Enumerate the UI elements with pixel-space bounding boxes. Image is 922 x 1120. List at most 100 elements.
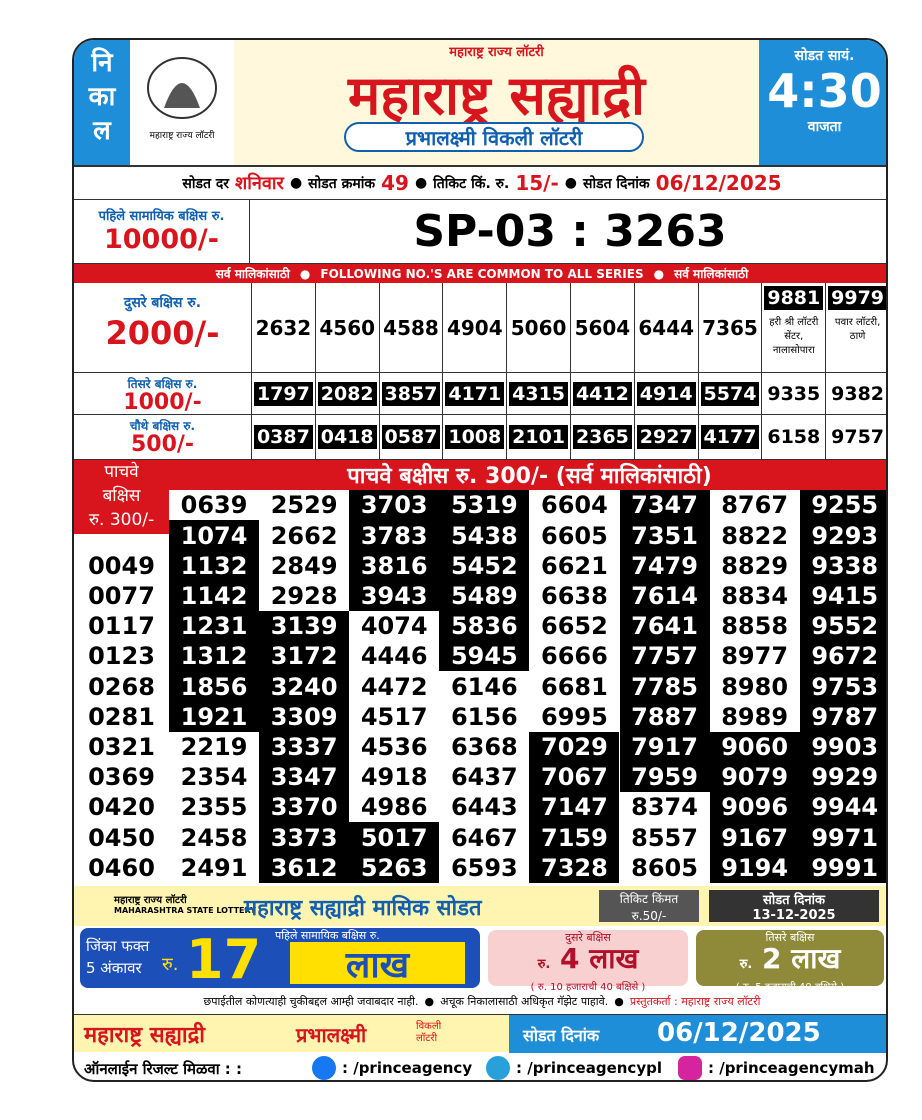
fifth-number: 0639 xyxy=(169,490,260,521)
fifth-number: 9929 xyxy=(799,761,886,793)
fifth-number: 8374 xyxy=(619,792,710,823)
fifth-number: 6368 xyxy=(439,731,530,763)
number-cell: 9881 हरी श्री लॉटरी सेंटर, नालासोपारा xyxy=(762,283,827,373)
number-cell: 0418 xyxy=(315,415,380,460)
fifth-number: 6604 xyxy=(529,490,620,521)
time-label: सोडत सायं. xyxy=(794,48,855,64)
amount: 17 xyxy=(186,928,262,991)
fifth-number: 9753 xyxy=(799,671,886,702)
number: 0587 xyxy=(381,425,441,449)
fifth-number: 0117 xyxy=(74,610,169,642)
fifth-number: 0049 xyxy=(74,550,169,582)
fifth-number: 9079 xyxy=(709,761,800,793)
label: 5 अंकावर xyxy=(86,959,142,977)
fifth-number: 6681 xyxy=(529,671,620,702)
label: सोडत दर xyxy=(182,175,229,192)
fifth-number: 2662 xyxy=(259,520,350,551)
fifth-number: 9787 xyxy=(799,701,886,733)
fifth-number: 5836 xyxy=(439,610,530,642)
monthly-title: महाराष्ट्र सह्याद्री मासिक सोडत xyxy=(244,896,482,921)
fifth-number: 7351 xyxy=(619,520,710,551)
ticket-card: नि का ल महाराष्ट्र राज्य लॉटरी महाराष्ट्र … xyxy=(72,38,888,1082)
note: पवार लॉटरी, ठाणे xyxy=(834,317,881,342)
fifth-number: 7328 xyxy=(529,852,620,884)
number-cell: 6444 xyxy=(634,283,699,373)
fifth-number: 8980 xyxy=(709,671,800,702)
fifth-number: 2219 xyxy=(169,731,260,763)
fifth-number: 0420 xyxy=(74,792,169,823)
fifth-number: 7614 xyxy=(619,580,710,612)
fifth-number: 4536 xyxy=(349,731,440,763)
number-cell: 9335 xyxy=(762,373,827,415)
number: 4177 xyxy=(700,425,760,449)
fifth-number: 8767 xyxy=(709,490,800,521)
text: छपाईतील कोणत्याही चुकीबद्दल आम्ही जवाबदा… xyxy=(203,994,419,1008)
facebook[interactable]: : /princeagency xyxy=(342,1059,473,1077)
fifth-number: 6443 xyxy=(439,792,530,823)
number: 4914 xyxy=(636,381,696,406)
number: 2101 xyxy=(509,425,569,449)
currency: रु. xyxy=(162,954,179,975)
prize-label: चौथे बक्षिस रु. 500/- xyxy=(74,415,252,460)
label: पहिले सामायिक बक्षिस रु. xyxy=(98,209,225,224)
fifth-number: 3370 xyxy=(259,792,350,823)
number: 4904 xyxy=(446,315,503,340)
number: 1797 xyxy=(253,381,313,406)
fifth-number: 4517 xyxy=(349,701,440,733)
fifth-number: 3783 xyxy=(349,520,440,551)
fifth-number: 7917 xyxy=(619,731,710,763)
fifth-number: 2491 xyxy=(169,852,260,884)
number: 6158 xyxy=(767,426,821,448)
label: सोडत दिनांक xyxy=(523,1026,600,1045)
number: 9757 xyxy=(831,426,885,448)
number: 0387 xyxy=(253,425,313,449)
fifth-number: 1231 xyxy=(169,610,260,642)
fifth-number: 9672 xyxy=(799,641,886,672)
fifth-number: 0268 xyxy=(74,671,169,702)
unit: लाख xyxy=(589,942,639,975)
label: जिंका फक्त xyxy=(86,937,150,955)
fifth-number: 9096 xyxy=(709,792,800,823)
social-bar: ऑनलाईन रिजल्ट मिळवा : : : /princeagency … xyxy=(74,1052,886,1080)
number: 9881 xyxy=(764,286,824,310)
currency: रु. xyxy=(739,957,753,972)
amount: 500/- xyxy=(130,432,195,457)
label: सोडत दिनांक xyxy=(763,893,825,908)
fifth-label: पाचवे बक्षिस रु. 300/- xyxy=(74,460,169,534)
number: 4315 xyxy=(509,381,569,406)
instagram[interactable]: : /princeagencymah xyxy=(708,1059,875,1077)
fifth-number: 6666 xyxy=(529,641,620,672)
number-cell: 9757 xyxy=(826,415,886,460)
fifth-number: 3612 xyxy=(259,852,350,884)
amount: 2000/- xyxy=(105,314,220,352)
banner-text: FOLLOWING NO.'S ARE COMMON TO ALL SERIES xyxy=(320,266,644,281)
number-cell: 9979 पवार लॉटरी, ठाणे xyxy=(826,283,886,373)
label: तिसरे बक्षिस xyxy=(765,931,815,944)
draw-no: 49 xyxy=(381,171,409,195)
fifth-number: 7147 xyxy=(529,792,620,823)
fifth-number: 3337 xyxy=(259,731,350,763)
fifth-number: 3240 xyxy=(259,671,350,702)
number: 9335 xyxy=(767,382,821,405)
number: 2927 xyxy=(636,425,696,449)
text: अचूक निकालासाठी अधिकृत गॅझेट पाहावे. xyxy=(440,994,609,1008)
number-cell: 0587 xyxy=(379,415,444,460)
fifth-number: 8829 xyxy=(709,550,800,582)
telegram[interactable]: : /princeagencypl xyxy=(516,1059,662,1077)
fifth-number: 6437 xyxy=(439,761,530,793)
footer-date: सोडत दिनांक 06/12/2025 xyxy=(509,1015,886,1053)
label: तिसरे बक्षिस रु. xyxy=(127,377,198,391)
label: चौथे बक्षिस रु. xyxy=(129,419,196,433)
fifth-number: 7785 xyxy=(619,671,710,702)
fifth-number: 6593 xyxy=(439,852,530,884)
currency: रु. xyxy=(537,957,551,972)
logo-caption: महाराष्ट्र राज्य लॉटरी xyxy=(149,131,215,141)
fifth-number: 7347 xyxy=(619,490,710,521)
number: 2365 xyxy=(572,425,632,449)
number: 1008 xyxy=(445,425,505,449)
fifth-number: 0281 xyxy=(74,701,169,733)
fifth-number: 3816 xyxy=(349,550,440,582)
fifth-number: 0077 xyxy=(74,580,169,612)
fifth-number: 9971 xyxy=(799,822,886,853)
number-cell: 5574 xyxy=(698,373,763,415)
